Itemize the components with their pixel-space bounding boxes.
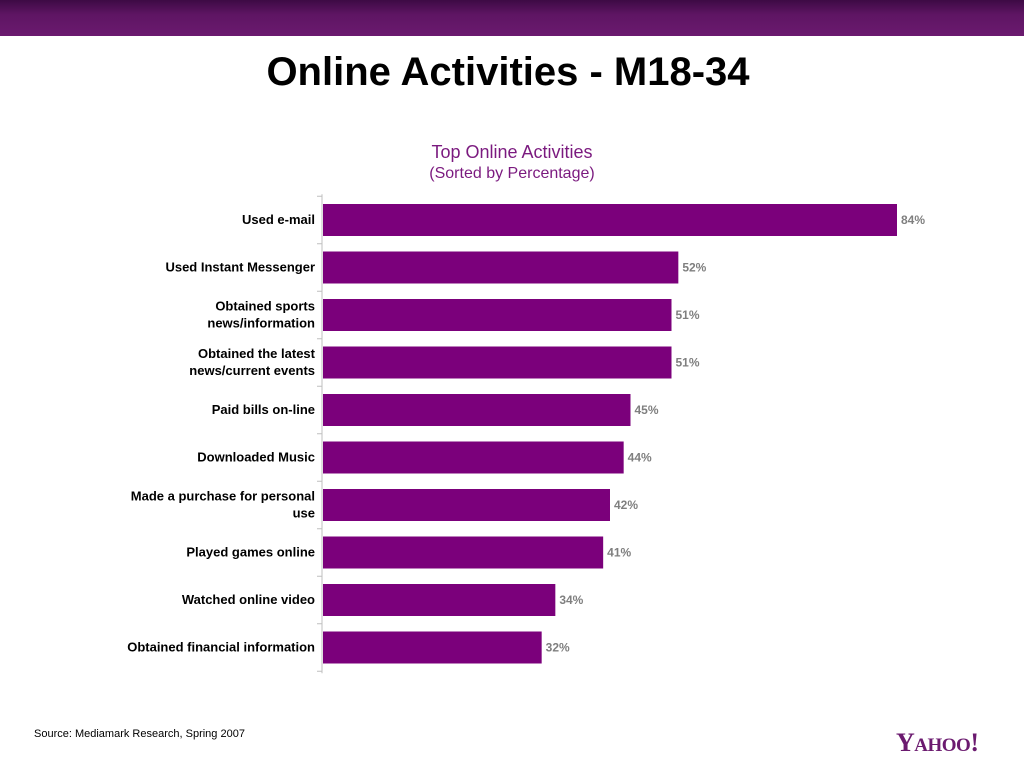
bar xyxy=(323,441,624,474)
category-label: Used Instant Messenger xyxy=(165,260,315,275)
data-label: 34% xyxy=(559,593,583,607)
data-label: 45% xyxy=(635,403,659,417)
page-title: Online Activities - M18-34 xyxy=(266,50,750,94)
data-label: 84% xyxy=(901,213,925,227)
data-label: 51% xyxy=(676,356,700,370)
bar xyxy=(323,536,604,569)
category-label: Made a purchase for personal use xyxy=(131,489,315,521)
bar xyxy=(323,251,679,284)
category-label: Obtained sports news/information xyxy=(207,299,315,331)
data-label: 42% xyxy=(614,498,638,512)
category-label: Downloaded Music xyxy=(197,450,315,465)
bar xyxy=(323,584,556,616)
data-label: 51% xyxy=(676,308,700,322)
bar xyxy=(323,299,672,331)
chart-title: Top Online Activities xyxy=(431,142,593,162)
bar xyxy=(323,489,610,521)
category-label: Used e-mail xyxy=(242,212,315,227)
category-label: Obtained financial information xyxy=(127,640,315,655)
source-note: Source: Mediamark Research, Spring 2007 xyxy=(34,728,245,740)
data-label: 32% xyxy=(546,641,570,655)
bar xyxy=(323,204,897,236)
category-label: Obtained the latest news/current events xyxy=(189,346,315,378)
bar xyxy=(323,394,631,426)
category-label: Paid bills on-line xyxy=(212,402,315,417)
data-label: 52% xyxy=(682,261,706,275)
bar xyxy=(323,346,672,379)
bar xyxy=(323,631,542,664)
yahoo-logo: YAHOO! xyxy=(896,728,979,757)
data-label: 41% xyxy=(607,546,631,560)
header-band xyxy=(0,0,1024,36)
category-label: Played games online xyxy=(186,545,315,560)
category-label: Watched online video xyxy=(182,592,315,607)
data-label: 44% xyxy=(628,451,652,465)
chart-subtitle: (Sorted by Percentage) xyxy=(429,165,595,182)
